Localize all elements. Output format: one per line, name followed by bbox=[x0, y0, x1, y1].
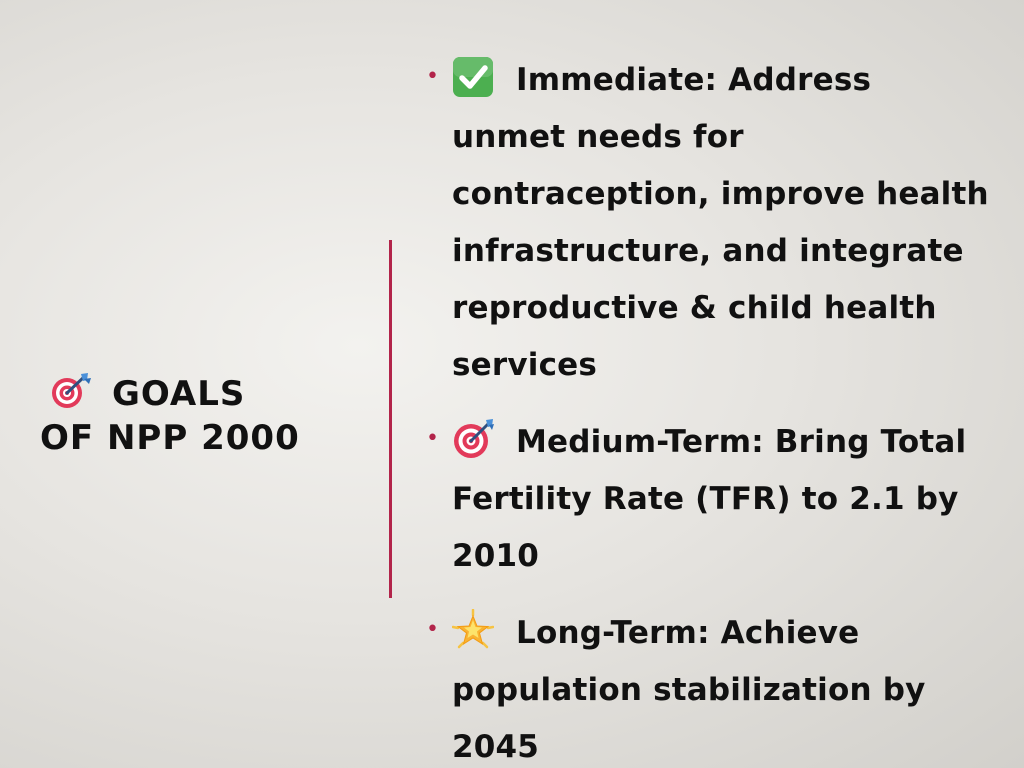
bullet-long-term-text: Long-Term: Achieve population stabilizat… bbox=[452, 615, 926, 765]
list-item: • Immediate: Address unmet needs for con… bbox=[424, 52, 994, 394]
bullet-immediate-text: Immediate: Address unmet needs for contr… bbox=[452, 62, 989, 383]
bullet-dot: • bbox=[426, 426, 439, 451]
check-mark-button-icon bbox=[453, 57, 493, 97]
vertical-divider bbox=[389, 240, 392, 598]
bullet-text-wrapper: Long-Term: Achieve population stabilizat… bbox=[452, 609, 926, 765]
bullet-text-wrapper: Immediate: Address unmet needs for contr… bbox=[452, 57, 989, 383]
title-block: GOALS OF NPP 2000 bbox=[40, 372, 360, 460]
glowing-star-icon bbox=[452, 609, 494, 649]
bullet-dot: • bbox=[426, 617, 439, 642]
goals-list: • Immediate: Address unmet needs for con… bbox=[424, 52, 994, 768]
bullet-medium-term-text: Medium-Term: Bring Total Fertility Rate … bbox=[452, 424, 967, 574]
title-line-1-text: GOALS bbox=[112, 374, 246, 414]
dart-target-icon bbox=[454, 419, 494, 458]
dart-target-icon bbox=[52, 373, 91, 408]
title-line-1: GOALS bbox=[40, 372, 360, 416]
list-item: • Long-Term: Achieve population stabiliz… bbox=[424, 605, 994, 768]
list-item: • Medium-Term: Bring Total Fertility Rat… bbox=[424, 414, 994, 585]
title-line-2: OF NPP 2000 bbox=[40, 418, 300, 458]
bullet-dot: • bbox=[426, 64, 439, 89]
bullet-text-wrapper: Medium-Term: Bring Total Fertility Rate … bbox=[452, 419, 967, 574]
slide-title: GOALS OF NPP 2000 bbox=[40, 372, 360, 460]
